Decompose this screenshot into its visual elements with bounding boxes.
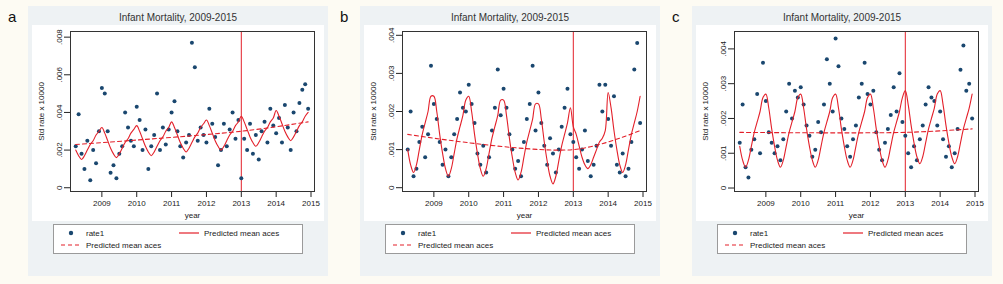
svg-text:2009: 2009 [93, 199, 111, 208]
svg-text:2013: 2013 [896, 199, 914, 208]
svg-text:2014: 2014 [267, 199, 285, 208]
svg-text:2009: 2009 [425, 199, 443, 208]
svg-text:year: year [849, 211, 865, 220]
html-text:Predicted mean aces: Predicted mean aces [204, 228, 280, 238]
svg-text:.003: .003 [719, 75, 728, 91]
svg-text:2012: 2012 [862, 199, 880, 208]
svg-text:2015: 2015 [634, 199, 652, 208]
svg-text:.004: .004 [719, 41, 728, 57]
svg-text:2012: 2012 [198, 199, 216, 208]
svg-text:2013: 2013 [564, 199, 582, 208]
html-text:a: a [8, 8, 17, 25]
svg-text:2010: 2010 [128, 199, 146, 208]
html-text:Predicted mean aces: Predicted mean aces [868, 228, 944, 238]
html-text:Infant Mortality, 2009-2015: Infant Mortality, 2009-2015 [118, 12, 238, 23]
svg-text:2015: 2015 [302, 199, 320, 208]
svg-text:2011: 2011 [827, 199, 845, 208]
svg-text:Std rate x 10000: Std rate x 10000 [369, 82, 378, 141]
html-text:Infant Mortality, 2009-2015: Infant Mortality, 2009-2015 [782, 12, 902, 23]
svg-text:year: year [185, 211, 201, 220]
svg-text:year: year [517, 211, 533, 220]
svg-text:.006: .006 [55, 66, 64, 82]
svg-text:2014: 2014 [599, 199, 617, 208]
svg-text:.001: .001 [387, 141, 396, 157]
html-text:Predicted mean aces: Predicted mean aces [536, 228, 612, 238]
html-text:c: c [672, 8, 680, 25]
svg-text:2012: 2012 [530, 199, 548, 208]
svg-text:Std rate x 10000: Std rate x 10000 [701, 82, 710, 141]
html-text:Predicted mean aces: Predicted mean aces [750, 240, 826, 250]
svg-text:.001: .001 [719, 145, 728, 161]
html-text:rate1: rate1 [750, 228, 769, 238]
svg-text:.002: .002 [719, 110, 728, 126]
html-text:rate1: rate1 [418, 228, 437, 238]
svg-text:2010: 2010 [460, 199, 478, 208]
svg-text:2010: 2010 [792, 199, 810, 208]
html-text:Predicted mean aces: Predicted mean aces [418, 240, 494, 250]
svg-text:0: 0 [387, 185, 396, 190]
html-text:b: b [340, 8, 349, 25]
svg-text:0: 0 [55, 185, 64, 190]
svg-text:Std rate x 10000: Std rate x 10000 [37, 82, 46, 141]
svg-text:2009: 2009 [757, 199, 775, 208]
svg-text:.004: .004 [387, 27, 396, 43]
svg-text:.008: .008 [55, 29, 64, 45]
svg-text:.003: .003 [387, 65, 396, 81]
svg-text:2015: 2015 [966, 199, 984, 208]
svg-text:0: 0 [719, 185, 728, 190]
svg-text:2011: 2011 [163, 199, 181, 208]
html-text:rate1: rate1 [86, 228, 105, 238]
svg-text:.004: .004 [55, 104, 64, 120]
svg-text:2014: 2014 [931, 199, 949, 208]
svg-text:2011: 2011 [495, 199, 513, 208]
svg-text:2013: 2013 [232, 199, 250, 208]
svg-text:.002: .002 [387, 103, 396, 119]
html-text:Predicted mean aces: Predicted mean aces [86, 240, 162, 250]
svg-text:.002: .002 [55, 142, 64, 158]
html-text:Infant Mortality, 2009-2015: Infant Mortality, 2009-2015 [450, 12, 570, 23]
